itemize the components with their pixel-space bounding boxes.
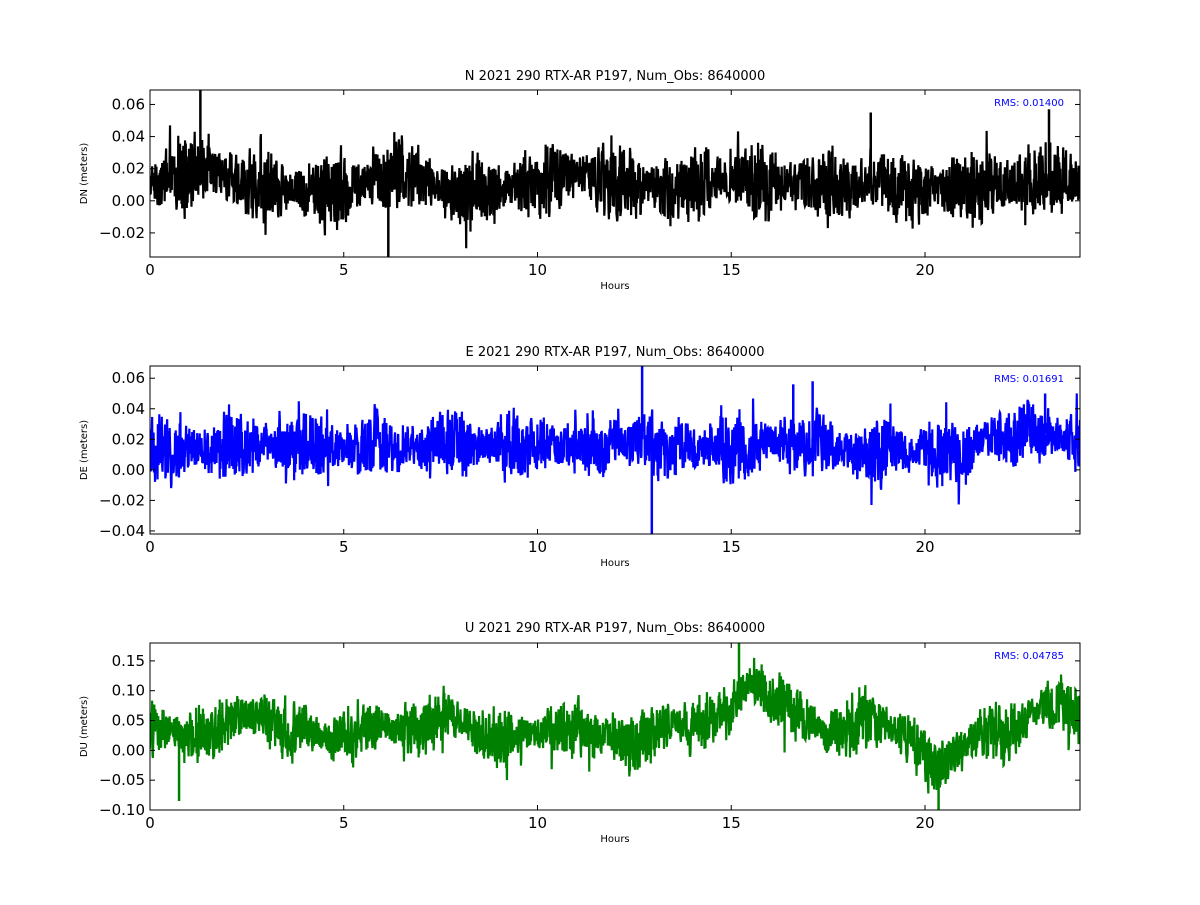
panel-1: 0 5 10 15 20 −0.04 −0.02 0.00 0.02 0.04 0.06 E 2021… [79,345,1081,569]
panel-0: 0 5 10 15 20 −0.02 0.00 0.02 0.04 0.06 N 2021 290 … [79,69,1081,292]
y-tick-label: 0.00 [112,192,145,210]
chart-title: U 2021 290 RTX-AR P197, Num_Obs: 8640000 [465,621,765,636]
x-tick-label: 0 [145,814,155,832]
y-axis-label: DE (meters) [79,420,90,480]
x-tick-label: 15 [722,538,741,556]
axes-frame [149,365,1081,535]
y-tick-label: 0.15 [112,652,145,670]
x-tick-label: 0 [145,261,155,279]
y-tick-label: 0.06 [112,369,145,387]
y-tick-label: 0.00 [112,741,145,759]
x-axis-label: Hours [600,281,629,292]
rms-annotation: RMS: 0.01400 [994,98,1064,109]
series-line [150,393,1080,506]
x-axis-label: Hours [600,834,629,845]
axes-frame [149,89,1081,258]
panel-2: 0 5 10 15 20 −0.10 −0.05 0.00 0.05 0.10 0.15 U 2021… [79,621,1081,845]
x-tick-label: 20 [915,814,934,832]
x-tick-label: 0 [145,538,155,556]
x-tick-label: 15 [722,261,741,279]
x-tick-label: 10 [528,814,547,832]
y-tick-label: −0.02 [99,224,145,242]
y-tick-label: 0.06 [112,95,145,113]
y-tick-label: 0.02 [112,430,145,448]
series-line [150,125,1080,249]
series-line [150,657,1080,794]
axes-frame [149,642,1081,811]
y-axis-label: DN (meters) [79,143,90,205]
y-axis-label: DU (meters) [79,696,90,757]
y-tick-label: −0.05 [99,771,145,789]
y-tick-label: 0.10 [112,682,145,700]
y-tick-label: −0.02 [99,491,145,509]
y-tick-label: −0.04 [99,522,145,540]
y-tick-label: 0.00 [112,461,145,479]
y-tick-label: 0.04 [112,128,145,146]
rms-annotation: RMS: 0.04785 [994,651,1064,662]
x-axis-label: Hours [600,558,629,569]
x-tick-label: 5 [339,261,349,279]
chart-title: N 2021 290 RTX-AR P197, Num_Obs: 8640000 [465,69,765,84]
y-tick-label: −0.10 [99,801,145,819]
chart-title: E 2021 290 RTX-AR P197, Num_Obs: 8640000 [466,345,765,360]
rms-annotation: RMS: 0.01691 [994,374,1064,385]
y-tick-label: 0.04 [112,400,145,418]
x-tick-label: 20 [915,261,934,279]
x-tick-label: 20 [915,538,934,556]
x-tick-label: 15 [722,814,741,832]
x-tick-label: 10 [528,261,547,279]
y-tick-label: 0.02 [112,160,145,178]
y-tick-label: 0.05 [112,712,145,730]
x-tick-label: 5 [339,814,349,832]
x-tick-label: 5 [339,538,349,556]
x-tick-label: 10 [528,538,547,556]
